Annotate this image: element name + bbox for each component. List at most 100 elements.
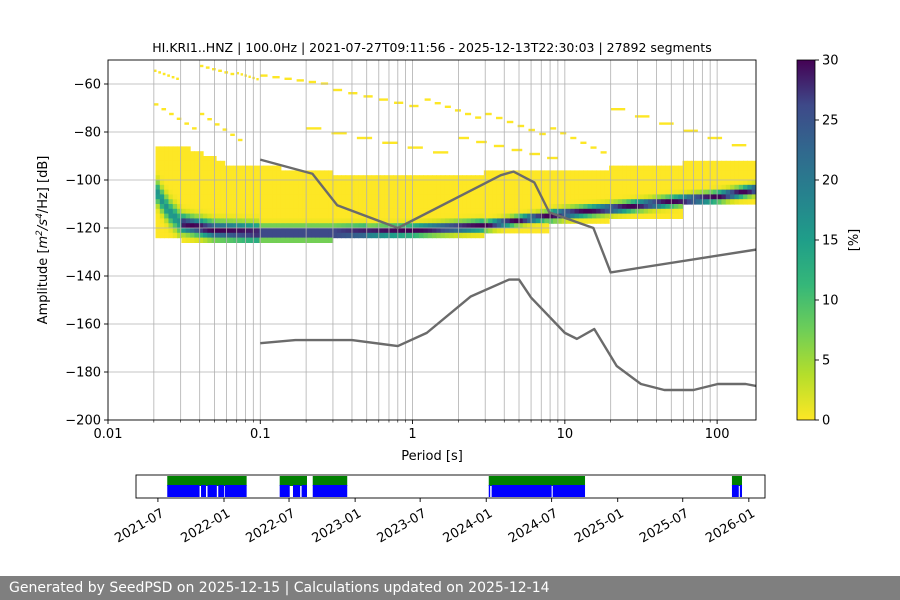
density-cell <box>349 204 355 210</box>
density-cell <box>673 170 679 176</box>
y-tick-label: −80 <box>74 126 101 141</box>
density-cell <box>220 175 226 181</box>
density-cell <box>198 204 204 210</box>
density-cell <box>311 204 316 210</box>
density-cell <box>280 204 286 210</box>
density-cell <box>449 223 455 229</box>
density-cell <box>233 237 239 243</box>
density-cell <box>496 170 502 176</box>
density-cell <box>230 133 235 136</box>
density-cell <box>241 237 247 243</box>
density-cell <box>432 218 437 224</box>
density-cell <box>609 184 615 191</box>
density-cell <box>531 208 537 215</box>
density-cell <box>177 165 183 171</box>
density-cell <box>159 180 165 186</box>
density-cell <box>414 232 420 239</box>
density-cell <box>423 180 429 186</box>
density-cell <box>263 213 269 219</box>
y-axis-label-unit-s: /s <box>36 219 51 231</box>
density-cell <box>246 204 252 210</box>
density-cell <box>738 170 744 176</box>
density-cell <box>423 218 429 224</box>
density-cell <box>470 204 476 210</box>
density-cell <box>466 204 472 210</box>
density-cell <box>574 189 580 195</box>
density-cell <box>492 184 498 191</box>
density-cell <box>190 180 195 186</box>
density-cell <box>717 189 723 195</box>
density-cell <box>289 194 295 200</box>
density-cell <box>535 180 541 186</box>
density-cell <box>181 208 187 215</box>
density-cell <box>673 184 679 191</box>
density-cell <box>155 223 161 229</box>
density-cell <box>254 189 260 195</box>
density-cell <box>717 170 723 176</box>
density-cell <box>220 204 226 210</box>
density-cell <box>552 204 558 210</box>
timeline-upper-segment <box>312 476 348 486</box>
density-cell <box>656 199 662 205</box>
density-cell <box>324 237 329 243</box>
density-cell <box>725 189 731 195</box>
density-cell <box>492 204 498 210</box>
y-tick-label: −120 <box>65 222 101 237</box>
density-cell <box>734 165 740 171</box>
density-cell <box>565 189 571 195</box>
density-cell <box>311 237 316 243</box>
density-cell <box>332 208 338 215</box>
density-cell <box>155 199 161 205</box>
density-cell <box>220 165 226 171</box>
density-cell <box>311 223 316 229</box>
density-cell <box>367 232 373 239</box>
density-cell <box>159 232 165 239</box>
density-cell <box>285 175 291 181</box>
timeline-tick-label: 2021-07 <box>112 506 167 546</box>
density-cell <box>185 223 191 229</box>
density-cell <box>544 194 550 200</box>
density-cell <box>267 204 273 210</box>
density-cell <box>241 213 247 219</box>
density-cell <box>622 204 627 210</box>
x-tick-label: 0.01 <box>94 427 123 442</box>
density-cell <box>488 180 494 186</box>
density-cell <box>272 199 278 205</box>
density-cell <box>276 189 282 195</box>
density-cell <box>263 204 269 210</box>
density-cell <box>527 175 532 181</box>
density-cell <box>501 170 507 176</box>
density-cell <box>285 189 291 195</box>
density-cell <box>609 194 615 200</box>
density-cell <box>285 223 291 229</box>
density-cell <box>708 184 714 191</box>
density-cell <box>652 170 658 176</box>
density-cell <box>293 208 299 215</box>
density-cell <box>578 184 584 191</box>
density-cell <box>457 204 463 210</box>
density-cell <box>444 223 450 229</box>
density-cell <box>315 170 321 176</box>
density-cell <box>501 208 507 215</box>
density-cell <box>263 189 269 195</box>
density-cell <box>522 204 528 210</box>
density-cell <box>453 189 459 195</box>
density-cell <box>401 175 407 181</box>
density-cell <box>630 199 636 205</box>
density-cell <box>470 232 476 239</box>
density-cell <box>734 160 740 167</box>
density-cell <box>224 208 230 215</box>
density-cell <box>552 213 558 219</box>
density-cell <box>475 208 481 215</box>
density-cell <box>341 199 347 205</box>
density-cell <box>743 184 748 191</box>
density-cell <box>479 180 485 186</box>
density-cell <box>643 204 649 210</box>
density-cell <box>324 223 329 229</box>
density-cell <box>518 213 524 219</box>
timeline-tick-label: 2025-07 <box>637 506 692 546</box>
density-cell <box>591 184 597 191</box>
density-cell <box>544 175 550 181</box>
density-cell <box>436 184 442 191</box>
density-cell <box>276 194 282 200</box>
